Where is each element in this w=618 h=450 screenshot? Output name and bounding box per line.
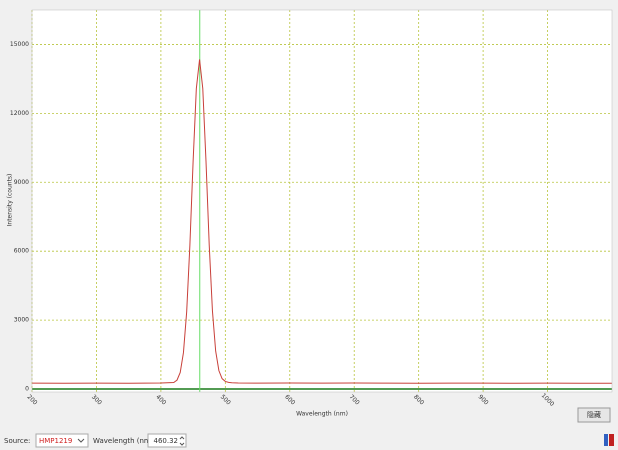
- status-icon: [609, 434, 614, 446]
- plot-border: [31, 9, 613, 393]
- y-tick-label: 15000: [10, 41, 29, 48]
- hide-button-label[interactable]: 隐藏: [587, 410, 601, 419]
- y-tick-label: 9000: [14, 179, 29, 186]
- wavelength-label: Wavelength (nm):: [93, 437, 156, 445]
- spinner[interactable]: [179, 436, 185, 446]
- wavelength-value[interactable]: 460.32: [154, 437, 179, 445]
- source-label: Source:: [4, 437, 30, 445]
- dropdown-arrow[interactable]: [77, 438, 85, 443]
- y-tick-label: 12000: [10, 110, 29, 117]
- plot-area: [32, 10, 612, 392]
- y-tick-label: 3000: [14, 317, 29, 324]
- status-icon: [604, 434, 608, 446]
- y-tick-label: 6000: [14, 248, 29, 255]
- wavelength-input[interactable]: [147, 433, 187, 448]
- y-axis-title: Intensity (counts): [7, 174, 14, 227]
- source-dropdown[interactable]: [35, 433, 89, 448]
- source-value[interactable]: HMP1219: [39, 437, 72, 445]
- hide-button[interactable]: [577, 407, 611, 423]
- x-axis-title: Wavelength (nm): [296, 411, 348, 418]
- spectrum-line: [31, 59, 613, 384]
- y-tick-label: 0: [25, 386, 29, 393]
